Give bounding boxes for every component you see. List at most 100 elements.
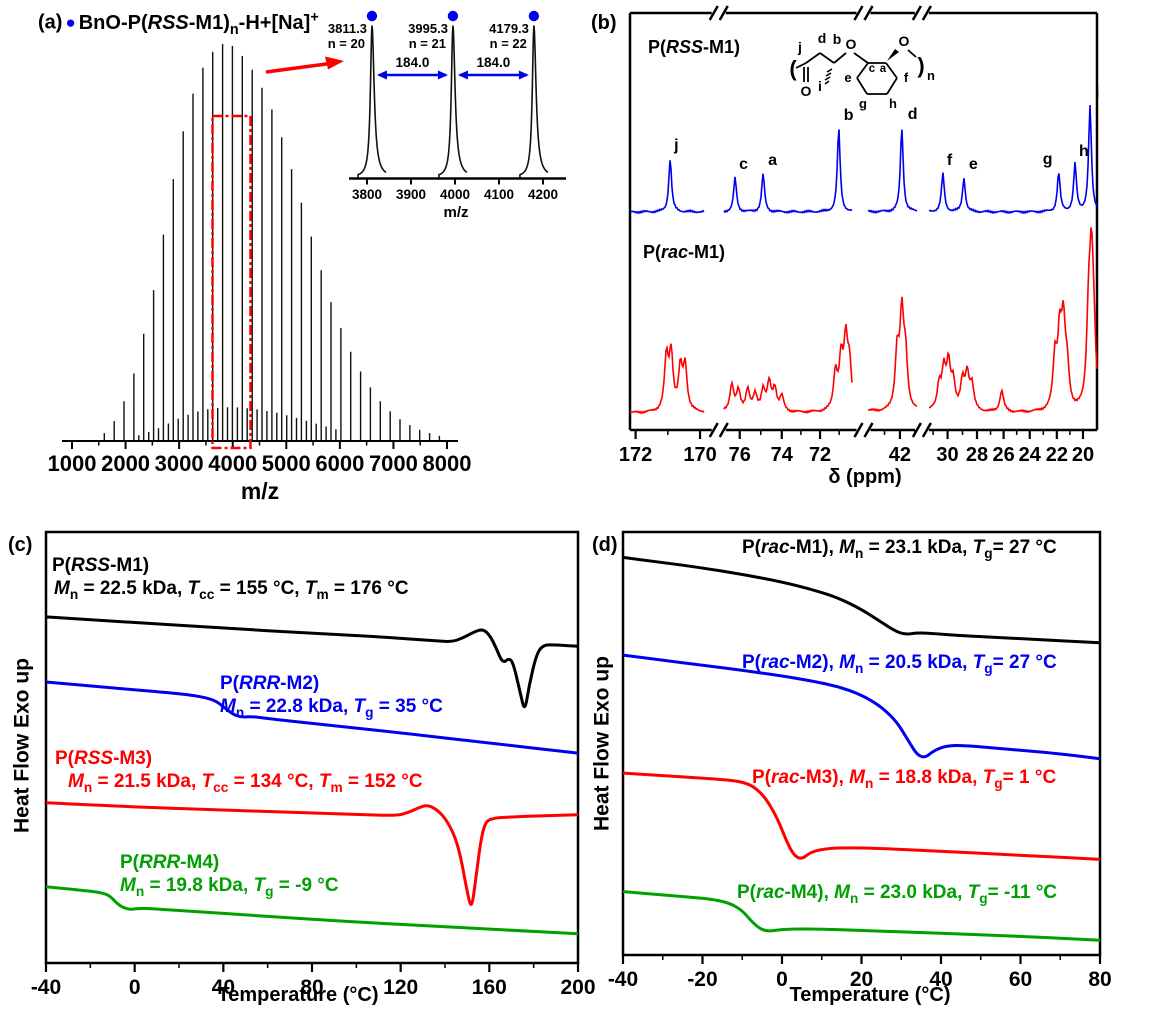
x-tick-label: 26 <box>992 444 1014 466</box>
x-tick-label: 172 <box>619 444 652 466</box>
spacing-arrow-head <box>457 70 468 80</box>
inset-x-axis-title: m/z <box>443 204 468 221</box>
x-tick-label: 0 <box>776 968 788 991</box>
x-tick-label: 20 <box>850 968 873 991</box>
series-name: P(RSS-M1) <box>52 555 150 576</box>
panel-d-tag: (d) <box>592 534 618 556</box>
series-values: Mn = 21.5 kDa, Tcc = 134 °C, Tm = 152 °C <box>68 771 423 795</box>
dsc-curve-p-rac-m3- <box>622 771 1101 861</box>
axis-break-mark <box>921 422 932 438</box>
series-marker-dot <box>528 10 540 22</box>
nmr-peak-letter: e <box>969 156 978 173</box>
structure-label-b: b <box>833 31 842 47</box>
nmr-peak-letter: f <box>947 152 953 169</box>
structure-label-o2: O <box>846 36 857 52</box>
structure-bond <box>856 62 869 79</box>
nmr-xaxis-label: δ (ppm) <box>828 466 902 488</box>
panel-a-title: (a) ● BnO-P(RSS-M1)n-H+[Na]+ <box>38 6 319 42</box>
structure-label-open: ( <box>789 56 797 81</box>
axis-break-mark <box>718 5 729 21</box>
nmr-peak-letter: a <box>768 152 777 169</box>
structure-hash-bond <box>824 80 830 85</box>
x-tick-label: 80 <box>1088 968 1111 991</box>
structure-label-g: g <box>859 96 867 111</box>
dsc-curve-p-rss-m1- <box>45 615 579 709</box>
x-tick-label: 60 <box>1009 968 1032 991</box>
panel-c-label-3: P(RRR-M4) Mn = 19.8 kDa, Tg = -9 °C <box>120 851 339 903</box>
nmr-trace-rac-m1 <box>629 227 1098 415</box>
selection-box <box>211 114 252 450</box>
x-tick-label: 40 <box>929 968 952 991</box>
inset-peak-mz: 4179.3 <box>489 21 529 36</box>
dsc-left-xaxis-label: Temperature (°C) <box>217 984 379 1006</box>
inset-peak <box>357 25 387 178</box>
dsc-curve-p-rac-m4- <box>622 890 1101 942</box>
structure-wedge-bond <box>887 49 899 61</box>
structure-label-f: f <box>904 70 909 85</box>
structure-label-e: e <box>844 70 851 85</box>
axis-break-mark <box>853 422 864 438</box>
series-values: Mn = 22.5 kDa, Tcc = 155 °C, Tm = 176 °C <box>54 578 409 602</box>
spacing-arrow-head <box>518 70 529 80</box>
dsc-curve-p-rrr-m2- <box>45 680 579 755</box>
dsc-chart-left: -40 0 40 80 120 160 200 <box>31 530 596 999</box>
panel-b-tag: (b) <box>591 12 617 34</box>
x-tick-label: 22 <box>1046 444 1068 466</box>
structure-bond <box>819 52 835 64</box>
panel-c-label-2: P(RSS-M3) Mn = 21.5 kDa, Tcc = 134 °C, T… <box>55 747 423 799</box>
dsc-curve-p-rrr-m4- <box>45 885 579 936</box>
axis-break-mark <box>921 5 932 21</box>
series-name: P(RRR-M2) <box>220 673 320 694</box>
zoom-arrow <box>265 61 331 74</box>
x-tick-label: 28 <box>966 444 988 466</box>
panel-d-label-0: P(rac-M1), Mn = 23.1 kDa, Tg= 27 °C <box>742 537 1057 561</box>
structure-label-close: ) <box>917 53 924 78</box>
axis-break-mark <box>863 5 874 21</box>
inset-tick-label: 4100 <box>484 187 514 202</box>
x-tick-label: -40 <box>608 968 638 991</box>
dsc-curve-p-rss-m3- <box>45 801 579 906</box>
structure-hash-bond <box>824 76 831 81</box>
x-tick-label: 6000 <box>315 451 364 476</box>
panel-d-label-1: P(rac-M2), Mn = 20.5 kDa, Tg= 27 °C <box>742 652 1057 676</box>
spacing-label: 184.0 <box>396 55 430 70</box>
structure-bond <box>907 49 917 58</box>
structure-bond <box>886 77 898 95</box>
structure-bond <box>795 62 807 69</box>
structure-label-h: h <box>889 96 897 111</box>
series-values: Mn = 19.8 kDa, Tg = -9 °C <box>120 875 339 899</box>
axis-break-mark <box>853 5 864 21</box>
x-tick-label: 200 <box>560 976 595 999</box>
x-tick-label: 24 <box>1019 444 1042 466</box>
spacing-arrow-head <box>437 70 448 80</box>
x-tick-label: 42 <box>889 444 911 466</box>
series-marker-dot <box>447 10 459 22</box>
spacing-arrow-head <box>376 70 387 80</box>
x-tick-label: 170 <box>683 444 716 466</box>
x-axis-title: m/z <box>241 478 279 504</box>
structure-bond <box>853 52 869 64</box>
x-tick-label: -20 <box>687 968 717 991</box>
x-tick-label: 72 <box>809 444 831 466</box>
inset-peak-mz: 3995.3 <box>408 21 448 36</box>
series-marker-dot <box>366 10 378 22</box>
nmr-peak-letter: h <box>1079 143 1089 160</box>
inset-tick-label: 3800 <box>352 187 382 202</box>
maldi-peak-lines <box>103 44 441 441</box>
series-values: Mn = 22.8 kDa, Tg = 35 °C <box>220 696 443 720</box>
axis-break-mark <box>708 422 719 438</box>
axis-break-mark <box>708 5 719 21</box>
zoom-arrow-head <box>325 56 344 70</box>
structure-label-a: a <box>880 63 887 75</box>
x-tick-label: 4000 <box>208 451 257 476</box>
dsc-curve-p-rac-m1- <box>622 555 1101 645</box>
structure-hash-bond <box>826 68 833 73</box>
dsc-right-xaxis-label: Temperature (°C) <box>789 984 951 1006</box>
dsc-chart-right: -40 -20 0 20 40 60 80 <box>608 530 1112 991</box>
x-tick-label: 30 <box>936 444 958 466</box>
panel-d-label-3: P(rac-M4), Mn = 23.0 kDa, Tg= -11 °C <box>737 882 1058 906</box>
x-tick-label: -40 <box>31 976 61 999</box>
nmr-trace-rss-m1 <box>629 104 1098 215</box>
inset-peak-n: n = 21 <box>409 36 446 51</box>
